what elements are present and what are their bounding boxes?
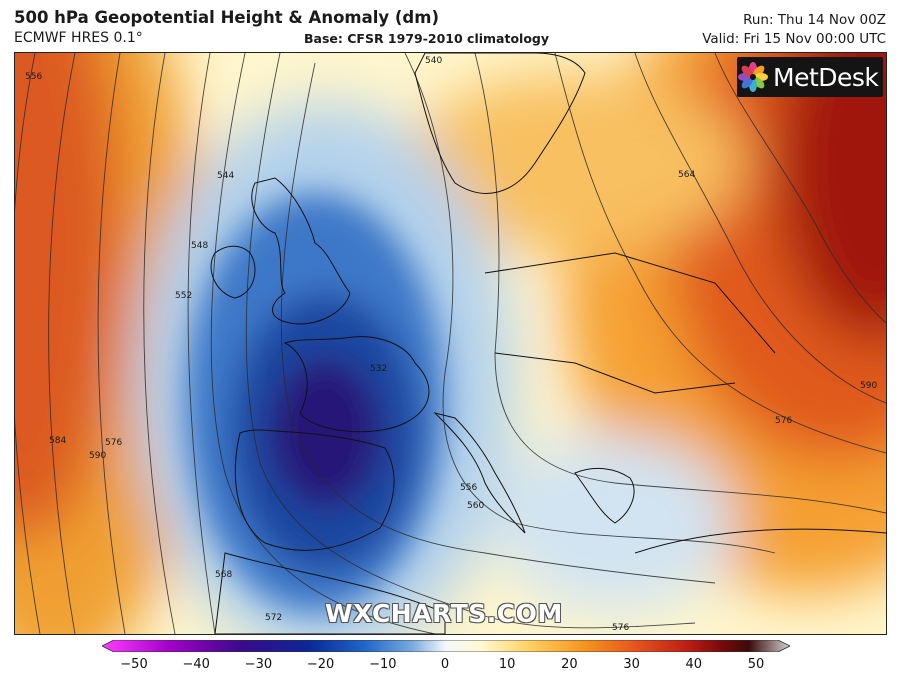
colorbar-tick-label: −20	[306, 657, 335, 672]
contour-line	[97, 53, 126, 634]
contour-label: 576	[775, 416, 792, 426]
contour-label: 568	[215, 570, 232, 580]
contour-line	[15, 53, 41, 634]
contour-line	[210, 53, 436, 634]
scandinavia-outline	[414, 53, 586, 194]
colorbar-tick-label: 40	[685, 657, 703, 672]
contour-label: 548	[191, 241, 208, 251]
colorbar-gradient	[102, 640, 790, 652]
contour-line	[634, 53, 886, 404]
contour-label: 556	[25, 72, 42, 82]
colorbar-tick-label: 50	[747, 657, 765, 672]
valid-time-label: Valid: Fri 15 Nov 00:00 UTC	[702, 31, 886, 47]
anomaly-map: 556 544 548 552 584 590 576 540 564 590 …	[15, 53, 886, 634]
contour-line	[474, 53, 886, 514]
coastlines	[210, 53, 886, 634]
contour-label: 552	[175, 291, 192, 301]
north-africa-coast	[214, 552, 446, 634]
chart-title: 500 hPa Geopotential Height & Anomaly (d…	[14, 8, 439, 27]
contour-line	[143, 53, 176, 634]
colorbar-tick-label: −40	[182, 657, 210, 672]
eastern-europe-borders	[494, 352, 736, 394]
contour-label: 576	[612, 623, 629, 633]
contour-line	[404, 53, 776, 554]
france-outline	[283, 336, 430, 433]
contour-label: 576	[105, 438, 122, 448]
height-contours	[15, 53, 886, 634]
colorbar-tick-label: −30	[244, 657, 273, 672]
contour-label: 590	[860, 381, 877, 391]
anomaly-colorbar	[102, 640, 790, 652]
colorbar-tick-label: 0	[440, 657, 450, 672]
contour-label-group: 556 544 548 552 584 590 576 540 564 590 …	[25, 56, 877, 633]
wxcharts-watermark: WXCHARTS.COM	[325, 599, 563, 628]
ireland-outline	[210, 245, 256, 299]
colorbar-tick-label: 20	[561, 657, 578, 672]
great-britain-outline	[251, 177, 351, 325]
contour-line	[280, 62, 716, 584]
contour-line	[48, 53, 76, 634]
contour-label: 540	[425, 56, 442, 66]
contour-label: 564	[678, 170, 695, 180]
colorbar-tick-label: 30	[623, 657, 640, 672]
contour-label: 556	[460, 483, 477, 493]
map-panel: 556 544 548 552 584 590 576 540 564 590 …	[14, 52, 887, 635]
contour-line	[554, 53, 886, 454]
contour-line	[245, 53, 696, 629]
contour-label: 544	[217, 171, 234, 181]
colorbar-tick-label: −50	[120, 657, 148, 672]
iberia-outline	[234, 429, 395, 551]
colorbar-tick-label: −10	[369, 657, 397, 672]
contour-label: 532	[370, 364, 387, 374]
logo-text: MetDesk	[773, 62, 879, 92]
anomaly-ridge-east-core	[775, 53, 886, 343]
run-time-label: Run: Thu 14 Nov 00Z	[743, 12, 886, 28]
climatology-base-label: Base: CFSR 1979-2010 climatology	[304, 31, 550, 46]
italy-outline	[433, 412, 526, 534]
contour-label: 584	[49, 436, 66, 446]
anomaly-scandinavia-warm	[405, 73, 745, 253]
central-europe-borders	[484, 252, 776, 354]
anomaly-trough-core	[270, 358, 380, 508]
contour-label: 560	[467, 501, 484, 511]
metdesk-flower-icon	[738, 62, 768, 92]
contour-line	[714, 53, 886, 324]
model-label: ECMWF HRES 0.1°	[14, 30, 143, 46]
contour-label: 572	[265, 613, 282, 623]
contour-line	[187, 53, 216, 634]
turkey-coast	[634, 528, 886, 554]
contour-label: 590	[89, 451, 106, 461]
colorbar-tick-label: 10	[498, 657, 516, 672]
greece-outline	[574, 467, 635, 524]
metdesk-logo: MetDesk	[737, 57, 883, 97]
anomaly-ridge-west-core	[15, 53, 125, 543]
